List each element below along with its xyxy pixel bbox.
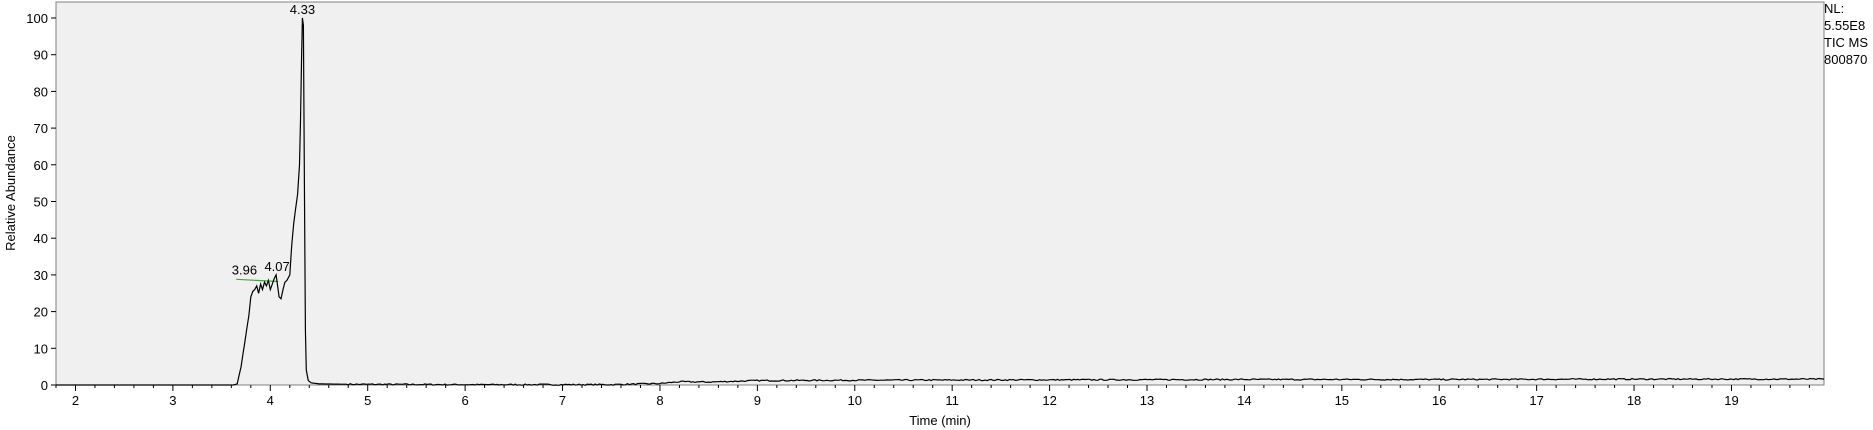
y-tick-label: 70	[34, 121, 48, 136]
x-tick-label: 19	[1724, 393, 1738, 408]
x-tick-label: 18	[1627, 393, 1641, 408]
x-tick-label: 16	[1432, 393, 1446, 408]
tic-trace-line	[56, 17, 1825, 386]
x-tick-label: 15	[1335, 393, 1349, 408]
y-tick-label: 0	[41, 378, 48, 393]
x-tick-label: 7	[559, 393, 566, 408]
x-tick-label: 11	[945, 393, 959, 408]
x-tick-label: 8	[656, 393, 663, 408]
y-tick-label: 40	[34, 231, 48, 246]
x-tick-label: 14	[1237, 393, 1251, 408]
x-tick-label: 6	[462, 393, 469, 408]
peak-baseline-line	[236, 278, 279, 283]
nl-label: NL:	[1824, 1, 1845, 16]
x-tick-label: 4	[267, 393, 274, 408]
info-panel: NL: 5.55E8 TIC MS 800870	[1824, 0, 1872, 68]
y-axis-label: Relative Abundance	[3, 135, 18, 251]
x-tick-label: 13	[1140, 393, 1154, 408]
y-tick-label: 60	[34, 158, 48, 173]
peak-labels: 3.96 4.07 4.33	[232, 2, 315, 278]
x-tick-label: 9	[754, 393, 761, 408]
y-tick-label: 50	[34, 195, 48, 210]
y-tick-label: 20	[34, 305, 48, 320]
y-axis: 0 10 20 30 40 50 60 70 80 90 100	[26, 11, 56, 393]
peak-label: 4.33	[290, 2, 315, 17]
x-tick-label: 12	[1042, 393, 1056, 408]
baseline-marks	[236, 278, 279, 283]
x-tick-label: 17	[1529, 393, 1543, 408]
y-tick-label: 80	[34, 84, 48, 99]
y-tick-label: 90	[34, 48, 48, 63]
peak-label: 4.07	[264, 259, 289, 274]
y-tick-label: 10	[34, 341, 48, 356]
peak-label: 3.96	[232, 263, 257, 278]
x-axis: 2 3 4 5 6 7 8 9 10 11 12 13 14 15 16 17 18 19	[55, 385, 1810, 408]
y-tick-label: 100	[26, 11, 48, 26]
x-tick-label: 10	[848, 393, 862, 408]
x-axis-label: Time (min)	[909, 413, 971, 428]
x-tick-label: 2	[72, 393, 79, 408]
sample-id: 800870	[1824, 52, 1868, 67]
tic-label: TIC MS	[1824, 35, 1869, 50]
y-tick-label: 30	[34, 268, 48, 283]
x-tick-label: 3	[169, 393, 176, 408]
nl-value: 5.55E8	[1824, 18, 1866, 33]
x-tick-label: 5	[364, 393, 371, 408]
plot-area	[55, 1, 1825, 386]
